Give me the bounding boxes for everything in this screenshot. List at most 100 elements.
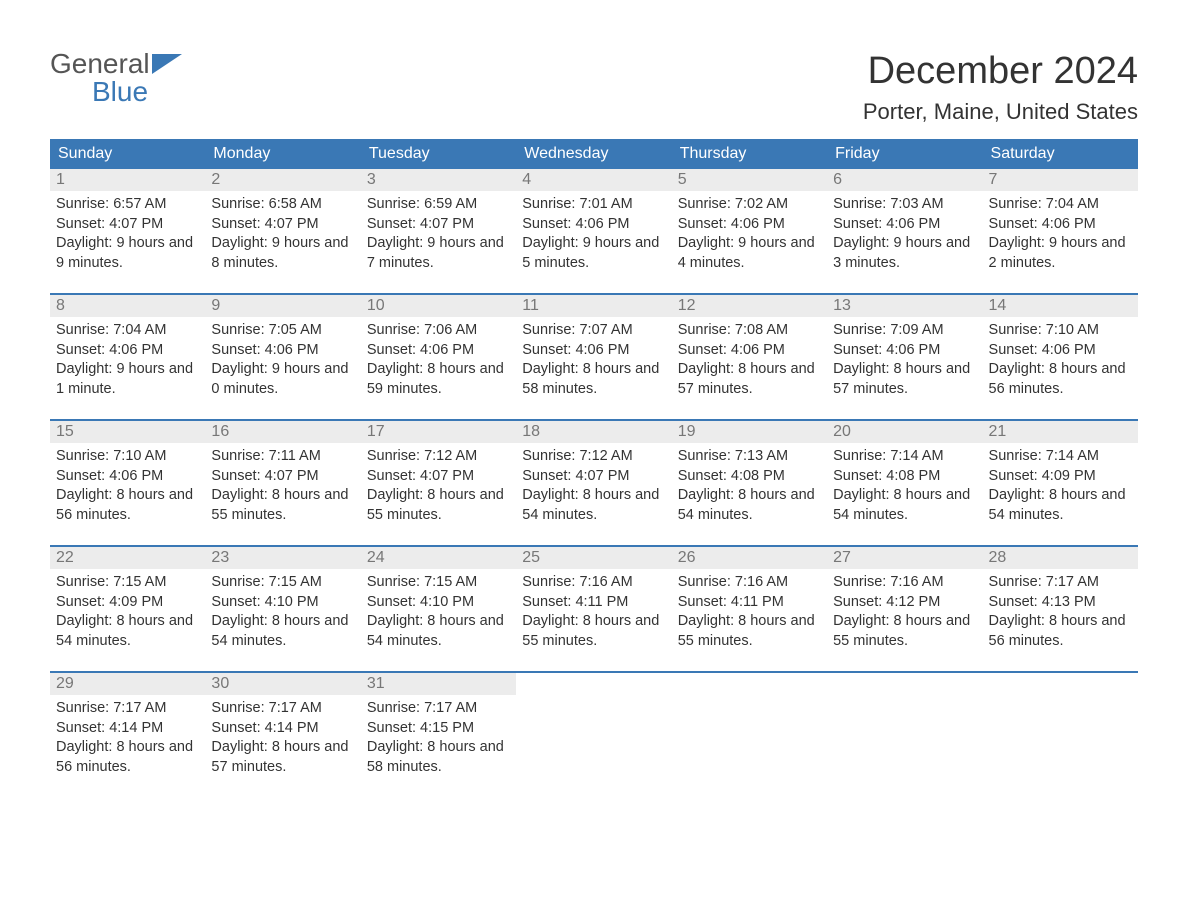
sunrise-line: Sunrise: 6:59 AM	[367, 195, 510, 215]
day-number: 28	[983, 547, 1138, 569]
day-cell: 3Sunrise: 6:59 AMSunset: 4:07 PMDaylight…	[361, 169, 516, 279]
dow-tuesday: Tuesday	[361, 139, 516, 169]
sunset-line: Sunset: 4:06 PM	[989, 341, 1132, 361]
daylight-line: Daylight: 9 hours and 5 minutes.	[522, 234, 665, 273]
sunrise-line: Sunrise: 6:57 AM	[56, 195, 199, 215]
day-body: Sunrise: 7:17 AMSunset: 4:14 PMDaylight:…	[50, 695, 205, 777]
day-body: Sunrise: 7:01 AMSunset: 4:06 PMDaylight:…	[516, 191, 671, 273]
day-number: 31	[361, 673, 516, 695]
sunrise-line: Sunrise: 7:05 AM	[211, 321, 354, 341]
logo-blue: Blue	[50, 76, 148, 107]
day-number: 7	[983, 169, 1138, 191]
sunrise-line: Sunrise: 7:04 AM	[56, 321, 199, 341]
day-number: 17	[361, 421, 516, 443]
daylight-line: Daylight: 8 hours and 56 minutes.	[56, 738, 199, 777]
sunrise-line: Sunrise: 7:02 AM	[678, 195, 821, 215]
day-body: Sunrise: 7:15 AMSunset: 4:10 PMDaylight:…	[361, 569, 516, 651]
sunset-line: Sunset: 4:07 PM	[56, 215, 199, 235]
day-cell: 5Sunrise: 7:02 AMSunset: 4:06 PMDaylight…	[672, 169, 827, 279]
sunrise-line: Sunrise: 7:15 AM	[211, 573, 354, 593]
daylight-line: Daylight: 9 hours and 3 minutes.	[833, 234, 976, 273]
day-body: Sunrise: 7:12 AMSunset: 4:07 PMDaylight:…	[516, 443, 671, 525]
daylight-line: Daylight: 8 hours and 55 minutes.	[367, 486, 510, 525]
day-cell: 22Sunrise: 7:15 AMSunset: 4:09 PMDayligh…	[50, 547, 205, 657]
sunset-line: Sunset: 4:07 PM	[367, 215, 510, 235]
month-title: December 2024	[863, 50, 1138, 93]
day-cell: 21Sunrise: 7:14 AMSunset: 4:09 PMDayligh…	[983, 421, 1138, 531]
day-cell: 6Sunrise: 7:03 AMSunset: 4:06 PMDaylight…	[827, 169, 982, 279]
calendar: SundayMondayTuesdayWednesdayThursdayFrid…	[50, 139, 1138, 783]
week-row: 15Sunrise: 7:10 AMSunset: 4:06 PMDayligh…	[50, 419, 1138, 531]
sunset-line: Sunset: 4:10 PM	[367, 593, 510, 613]
sunrise-line: Sunrise: 7:13 AM	[678, 447, 821, 467]
day-cell: 18Sunrise: 7:12 AMSunset: 4:07 PMDayligh…	[516, 421, 671, 531]
daylight-line: Daylight: 8 hours and 59 minutes.	[367, 360, 510, 399]
sunset-line: Sunset: 4:06 PM	[211, 341, 354, 361]
daylight-line: Daylight: 8 hours and 55 minutes.	[833, 612, 976, 651]
day-number: 5	[672, 169, 827, 191]
sunrise-line: Sunrise: 7:17 AM	[989, 573, 1132, 593]
daylight-line: Daylight: 9 hours and 9 minutes.	[56, 234, 199, 273]
day-number: 6	[827, 169, 982, 191]
dow-sunday: Sunday	[50, 139, 205, 169]
day-cell: 9Sunrise: 7:05 AMSunset: 4:06 PMDaylight…	[205, 295, 360, 405]
sunrise-line: Sunrise: 6:58 AM	[211, 195, 354, 215]
sunrise-line: Sunrise: 7:12 AM	[367, 447, 510, 467]
day-number: 23	[205, 547, 360, 569]
daylight-line: Daylight: 9 hours and 0 minutes.	[211, 360, 354, 399]
day-number: 13	[827, 295, 982, 317]
day-number: 8	[50, 295, 205, 317]
day-cell: 23Sunrise: 7:15 AMSunset: 4:10 PMDayligh…	[205, 547, 360, 657]
sunrise-line: Sunrise: 7:11 AM	[211, 447, 354, 467]
day-body: Sunrise: 6:59 AMSunset: 4:07 PMDaylight:…	[361, 191, 516, 273]
day-cell: 13Sunrise: 7:09 AMSunset: 4:06 PMDayligh…	[827, 295, 982, 405]
day-body: Sunrise: 7:17 AMSunset: 4:13 PMDaylight:…	[983, 569, 1138, 651]
day-cell: 26Sunrise: 7:16 AMSunset: 4:11 PMDayligh…	[672, 547, 827, 657]
day-number: 24	[361, 547, 516, 569]
day-body: Sunrise: 7:06 AMSunset: 4:06 PMDaylight:…	[361, 317, 516, 399]
dow-monday: Monday	[205, 139, 360, 169]
daylight-line: Daylight: 8 hours and 57 minutes.	[211, 738, 354, 777]
sunset-line: Sunset: 4:15 PM	[367, 719, 510, 739]
sunrise-line: Sunrise: 7:15 AM	[367, 573, 510, 593]
empty-day-cell	[672, 673, 827, 783]
day-body: Sunrise: 7:15 AMSunset: 4:10 PMDaylight:…	[205, 569, 360, 651]
sunset-line: Sunset: 4:12 PM	[833, 593, 976, 613]
sunrise-line: Sunrise: 7:08 AM	[678, 321, 821, 341]
day-cell: 8Sunrise: 7:04 AMSunset: 4:06 PMDaylight…	[50, 295, 205, 405]
day-cell: 20Sunrise: 7:14 AMSunset: 4:08 PMDayligh…	[827, 421, 982, 531]
daylight-line: Daylight: 8 hours and 54 minutes.	[56, 612, 199, 651]
sunset-line: Sunset: 4:06 PM	[833, 215, 976, 235]
sunset-line: Sunset: 4:10 PM	[211, 593, 354, 613]
sunrise-line: Sunrise: 7:16 AM	[833, 573, 976, 593]
day-body: Sunrise: 7:09 AMSunset: 4:06 PMDaylight:…	[827, 317, 982, 399]
day-body: Sunrise: 7:04 AMSunset: 4:06 PMDaylight:…	[50, 317, 205, 399]
daylight-line: Daylight: 8 hours and 54 minutes.	[211, 612, 354, 651]
title-block: December 2024 Porter, Maine, United Stat…	[863, 50, 1138, 125]
day-cell: 15Sunrise: 7:10 AMSunset: 4:06 PMDayligh…	[50, 421, 205, 531]
day-body: Sunrise: 7:16 AMSunset: 4:12 PMDaylight:…	[827, 569, 982, 651]
day-cell: 29Sunrise: 7:17 AMSunset: 4:14 PMDayligh…	[50, 673, 205, 783]
day-number: 10	[361, 295, 516, 317]
day-number: 4	[516, 169, 671, 191]
sunrise-line: Sunrise: 7:12 AM	[522, 447, 665, 467]
daylight-line: Daylight: 8 hours and 58 minutes.	[522, 360, 665, 399]
sunrise-line: Sunrise: 7:01 AM	[522, 195, 665, 215]
sunrise-line: Sunrise: 7:14 AM	[833, 447, 976, 467]
sunset-line: Sunset: 4:11 PM	[678, 593, 821, 613]
sunrise-line: Sunrise: 7:10 AM	[56, 447, 199, 467]
day-number: 1	[50, 169, 205, 191]
week-row: 8Sunrise: 7:04 AMSunset: 4:06 PMDaylight…	[50, 293, 1138, 405]
day-cell: 25Sunrise: 7:16 AMSunset: 4:11 PMDayligh…	[516, 547, 671, 657]
sunset-line: Sunset: 4:14 PM	[56, 719, 199, 739]
sunset-line: Sunset: 4:08 PM	[678, 467, 821, 487]
logo-text-block: General Blue	[50, 50, 150, 106]
sunset-line: Sunset: 4:06 PM	[678, 215, 821, 235]
day-cell: 12Sunrise: 7:08 AMSunset: 4:06 PMDayligh…	[672, 295, 827, 405]
day-number: 3	[361, 169, 516, 191]
day-cell: 1 Sunrise: 6:57 AMSunset: 4:07 PMDaylight…	[50, 169, 205, 279]
day-number: 16	[205, 421, 360, 443]
sunset-line: Sunset: 4:06 PM	[833, 341, 976, 361]
day-body: Sunrise: 7:05 AMSunset: 4:06 PMDaylight:…	[205, 317, 360, 399]
flag-icon	[152, 54, 182, 74]
